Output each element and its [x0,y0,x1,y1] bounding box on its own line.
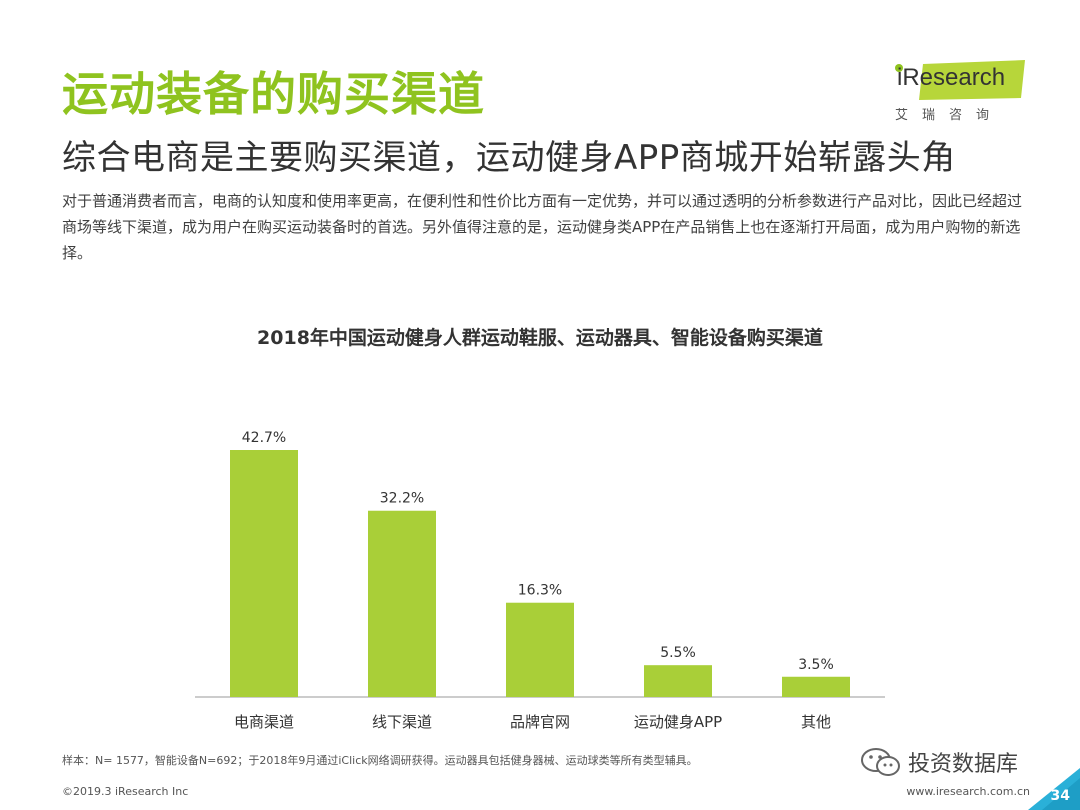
bar-1 [368,510,436,697]
wechat-icon [861,748,900,776]
page-subtitle: 综合电商是主要购买渠道，运动健身APP商城开始崭露头角 [62,138,956,178]
data-label-1: 32.2% [380,491,424,507]
data-label-3: 5.5% [660,645,696,661]
category-label-0: 电商渠道 [234,713,294,731]
bar-4 [782,676,850,697]
watermark-text: 投资数据库 [908,752,1019,777]
bar-2 [506,602,574,697]
logo-tagline: 艾瑞咨询 [895,108,1004,123]
category-label-1: 线下渠道 [372,713,432,731]
category-label-3: 运动健身APP [634,713,722,731]
website-url: www.iresearch.com.cn [906,785,1030,798]
page-number: 34 [1050,788,1070,804]
page-corner-icon [1028,768,1080,810]
watermark: 投资数据库 [860,745,1018,779]
data-label-2: 16.3% [518,583,562,599]
logo-brand-text: iResearch [897,64,1006,91]
data-label-4: 3.5% [798,657,834,673]
body-paragraph: 对于普通消费者而言，电商的认知度和使用率更高，在便利性和性价比方面有一定优势，并… [62,192,1023,262]
chart-title: 2018年中国运动健身人群运动鞋服、运动器具、智能设备购买渠道 [257,327,823,349]
footnote: 样本：N= 1577，智能设备N=692；于2018年9月通过iClick网络调… [62,754,698,767]
category-label-2: 品牌官网 [510,713,570,731]
bar-0 [230,450,298,697]
page-title: 运动装备的购买渠道 [62,67,485,121]
data-label-0: 42.7% [242,430,286,446]
iresearch-logo: iResearch 艾瑞咨询 [893,58,1033,124]
bar-3 [644,665,712,697]
logo-banner-icon [895,60,1025,100]
category-label-4: 其他 [801,713,831,731]
copyright: ©2019.3 iResearch Inc [62,785,189,798]
